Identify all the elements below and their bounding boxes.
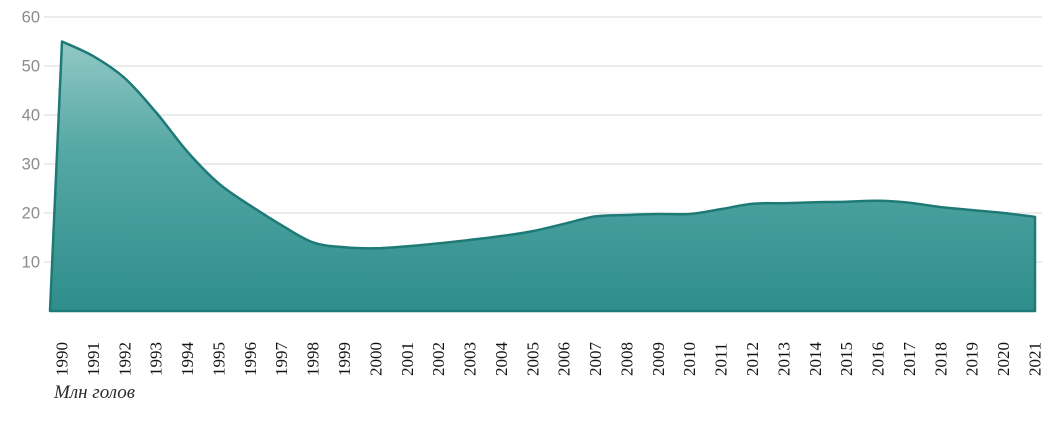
x-tick-label: 2011 [712,343,731,376]
x-tick-label: 2016 [869,342,888,376]
x-tick-label: 2012 [743,342,762,376]
x-tick-label: 2007 [586,342,605,377]
x-tick-label: 1996 [241,342,260,376]
x-tick-label: 2009 [649,342,668,376]
x-tick-label: 2019 [963,342,982,376]
x-tick-label: 2001 [398,342,417,376]
x-tick-label: 1991 [84,342,103,376]
y-tick-label: 60 [22,9,40,27]
x-tick-label: 2005 [523,342,542,376]
x-tick-label: 1993 [147,342,166,376]
x-tick-label: 2010 [680,342,699,376]
y-tick-label: 50 [22,58,40,76]
x-tick-label: 2000 [366,342,385,376]
y-tick-label: 10 [22,254,40,272]
x-tick-label: 2017 [900,342,919,377]
x-tick-label: 1998 [304,342,323,376]
x-tick-label: 1999 [335,342,354,376]
x-tick-label: 1990 [53,342,72,376]
chart-caption: Млн голов [54,382,135,403]
x-tick-label: 1994 [178,342,197,377]
x-tick-label: 1992 [115,342,134,376]
x-tick-label: 2020 [994,342,1013,376]
x-tick-label: 2004 [492,342,511,377]
x-tick-label: 2013 [774,342,793,376]
x-tick-label: 2014 [806,342,825,377]
x-tick-label: 2002 [429,342,448,376]
x-tick-label: 1997 [272,342,291,377]
x-tick-label: 2006 [555,342,574,376]
x-tick-label: 2008 [618,342,637,376]
x-tick-label: 1995 [209,342,228,376]
x-tick-label: 2021 [1026,342,1045,376]
x-tick-label: 2018 [931,342,950,376]
x-tick-label: 2003 [461,342,480,376]
y-tick-label: 30 [22,156,40,174]
y-tick-label: 20 [22,205,40,223]
y-tick-label: 40 [22,107,40,125]
area-series [48,40,1037,313]
x-tick-label: 2015 [837,342,856,376]
